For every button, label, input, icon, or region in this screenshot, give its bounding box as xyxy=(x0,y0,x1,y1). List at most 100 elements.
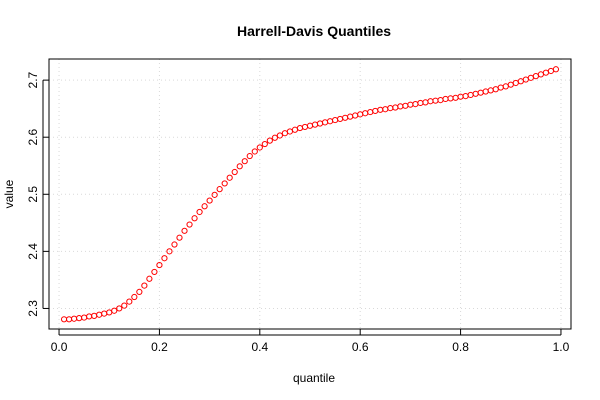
data-point xyxy=(91,312,98,319)
data-point xyxy=(487,87,494,94)
data-point xyxy=(101,310,108,317)
data-point xyxy=(482,88,489,95)
data-point xyxy=(367,108,374,116)
data-point xyxy=(547,67,555,75)
data-point xyxy=(106,309,113,316)
data-point xyxy=(527,74,534,81)
data-point xyxy=(281,130,289,137)
data-point xyxy=(191,215,198,222)
data-point xyxy=(286,128,294,135)
x-axis: 0.0 0.2 0.4 0.6 0.8 1.0 xyxy=(51,329,570,354)
data-point xyxy=(457,93,464,100)
data-point xyxy=(362,110,369,117)
data-point xyxy=(422,99,429,106)
data-point xyxy=(166,248,173,255)
data-point xyxy=(321,119,329,126)
data-point xyxy=(382,106,389,113)
data-point xyxy=(301,123,309,131)
data-point xyxy=(452,94,459,101)
data-point xyxy=(276,132,283,139)
x-tick-label: 0.2 xyxy=(151,340,168,354)
data-point xyxy=(291,126,299,133)
data-point xyxy=(96,311,103,318)
data-point xyxy=(186,221,193,228)
data-point xyxy=(377,106,384,113)
data-point xyxy=(537,71,544,78)
data-point xyxy=(357,111,364,118)
data-point xyxy=(306,122,314,129)
data-point xyxy=(60,316,68,323)
data-point xyxy=(467,91,474,99)
data-point xyxy=(296,124,304,132)
data-point xyxy=(126,298,133,305)
data-point xyxy=(397,103,404,110)
data-point xyxy=(387,104,394,112)
data-point xyxy=(81,314,88,321)
data-point xyxy=(477,89,484,96)
data-point xyxy=(311,121,319,128)
data-point xyxy=(472,90,479,97)
data-point xyxy=(427,98,434,105)
data-point xyxy=(141,282,148,289)
data-point xyxy=(211,191,218,198)
data-point xyxy=(146,275,153,282)
data-point xyxy=(251,148,258,155)
data-point xyxy=(226,174,233,181)
y-tick-label: 2.4 xyxy=(26,243,40,260)
data-point xyxy=(266,137,273,144)
data-point xyxy=(241,158,248,165)
data-point xyxy=(532,73,539,80)
data-point xyxy=(271,134,278,141)
data-point xyxy=(437,96,444,104)
data-point xyxy=(206,197,213,204)
data-point xyxy=(131,293,138,301)
data-point xyxy=(402,102,409,109)
data-point xyxy=(512,79,519,87)
data-point xyxy=(552,66,560,73)
y-tick-label: 2.3 xyxy=(26,300,40,317)
y-tick-label: 2.5 xyxy=(26,186,40,203)
data-point xyxy=(65,316,73,323)
data-point xyxy=(337,115,344,123)
data-point xyxy=(136,288,143,295)
data-point xyxy=(121,302,128,309)
data-point xyxy=(156,261,163,269)
data-point xyxy=(116,305,123,312)
data-point xyxy=(407,101,414,108)
grid-lines xyxy=(49,59,571,329)
x-tick-label: 0.8 xyxy=(452,340,469,354)
data-point xyxy=(507,81,514,88)
data-point xyxy=(331,116,339,124)
data-point xyxy=(326,118,334,125)
data-point xyxy=(221,180,228,187)
data-point xyxy=(542,69,550,76)
data-point xyxy=(176,234,183,241)
data-point xyxy=(417,99,424,107)
data-point xyxy=(462,93,469,100)
data-point xyxy=(151,268,158,276)
x-tick-label: 0.0 xyxy=(51,340,68,354)
data-point xyxy=(231,168,238,176)
data-point xyxy=(517,78,524,85)
data-point xyxy=(70,315,78,322)
data-point xyxy=(246,152,253,160)
x-axis-label: quantile xyxy=(293,371,335,385)
data-point xyxy=(522,76,529,83)
data-points xyxy=(60,66,560,323)
x-tick-label: 0.4 xyxy=(251,340,268,354)
data-point xyxy=(342,114,349,121)
data-point xyxy=(352,112,359,119)
data-point xyxy=(502,83,509,90)
data-point xyxy=(256,144,263,151)
x-tick-label: 0.6 xyxy=(352,340,369,354)
data-point xyxy=(392,104,399,111)
y-tick-label: 2.7 xyxy=(26,71,40,88)
y-tick-label: 2.6 xyxy=(26,129,40,146)
data-point xyxy=(181,227,188,234)
y-axis-label: value xyxy=(2,179,16,208)
data-point xyxy=(432,97,439,104)
data-point xyxy=(216,186,223,193)
data-point xyxy=(161,255,168,262)
data-point xyxy=(196,208,203,216)
